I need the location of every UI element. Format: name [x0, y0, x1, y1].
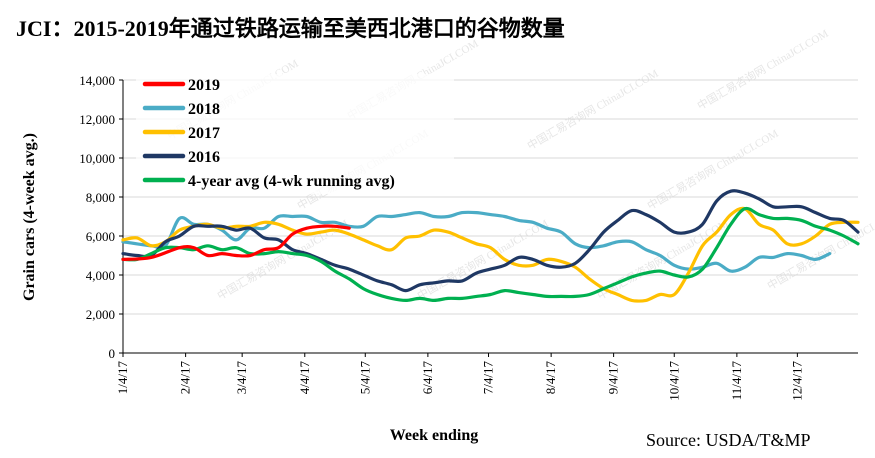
legend-label: 2017 — [188, 125, 220, 142]
axes — [122, 80, 858, 357]
legend-label: 4-year avg (4-wk running avg) — [188, 173, 395, 190]
legend-label: 2019 — [188, 77, 220, 94]
y-tick-label: 4,000 — [86, 268, 115, 283]
series-line-1 — [121, 224, 351, 261]
y-tick-label: 12,000 — [79, 112, 115, 127]
y-axis-label: Grain cars (4-week avg.) — [21, 133, 38, 301]
y-tick-label: 10,000 — [79, 151, 115, 166]
y-tick-label: 8,000 — [86, 190, 115, 205]
legend-box — [136, 74, 454, 194]
y-tick-label: 0 — [109, 346, 116, 361]
source-note: Source: USDA/T&MP — [646, 430, 811, 450]
x-tick-label: 2/4/17 — [178, 361, 193, 395]
x-tick-label: 4/4/17 — [297, 361, 312, 395]
series-lines — [121, 189, 860, 303]
legend-label: 2016 — [188, 149, 220, 166]
legend-label: 2018 — [188, 101, 220, 118]
x-tick-label: 1/4/17 — [115, 361, 130, 395]
legend: 2019 2018 2017 2016 4-year avg (4-wk running… — [136, 74, 454, 194]
y-tick-label: 14,000 — [79, 73, 115, 88]
series-line-5 — [121, 206, 860, 302]
series-line-3 — [121, 206, 860, 303]
x-tick-label: 10/4/17 — [666, 361, 681, 401]
x-tick-label: 6/4/17 — [420, 361, 435, 395]
series-line-4 — [121, 189, 860, 293]
x-tick-labels: 1/4/17 2/4/17 3/4/17 4/4/17 5/4/17 6/4/17 7/4/… — [115, 361, 804, 401]
x-tick-label: 3/4/17 — [234, 361, 249, 395]
watermark-text: 中国汇易咨询网 ChinaJCI.COM — [525, 66, 661, 153]
page-title-text: JCI：2015-2019年通过铁路运输至美西北港口的谷物数量 — [16, 16, 565, 41]
x-tick-label: 12/4/17 — [789, 361, 804, 401]
page-title: JCI：2015-2019年通过铁路运输至美西北港口的谷物数量 — [16, 11, 565, 43]
x-tick-label: 5/4/17 — [357, 361, 372, 395]
x-tick-label: 9/4/17 — [606, 361, 621, 395]
grid-lines — [119, 79, 858, 354]
x-axis-label: Week ending — [390, 427, 478, 444]
x-tick-label: 8/4/17 — [543, 361, 558, 395]
watermark-text: 中国汇易咨询网 ChinaJCI.COM — [695, 26, 831, 113]
y-tick-label: 2,000 — [86, 307, 115, 322]
y-tick-labels: 0 2,000 4,000 6,000 8,000 10,000 12,000 14,000 — [79, 73, 115, 361]
x-tick-label: 7/4/17 — [481, 361, 496, 395]
y-tick-label: 6,000 — [86, 229, 115, 244]
x-tick-label: 11/4/17 — [729, 361, 744, 401]
